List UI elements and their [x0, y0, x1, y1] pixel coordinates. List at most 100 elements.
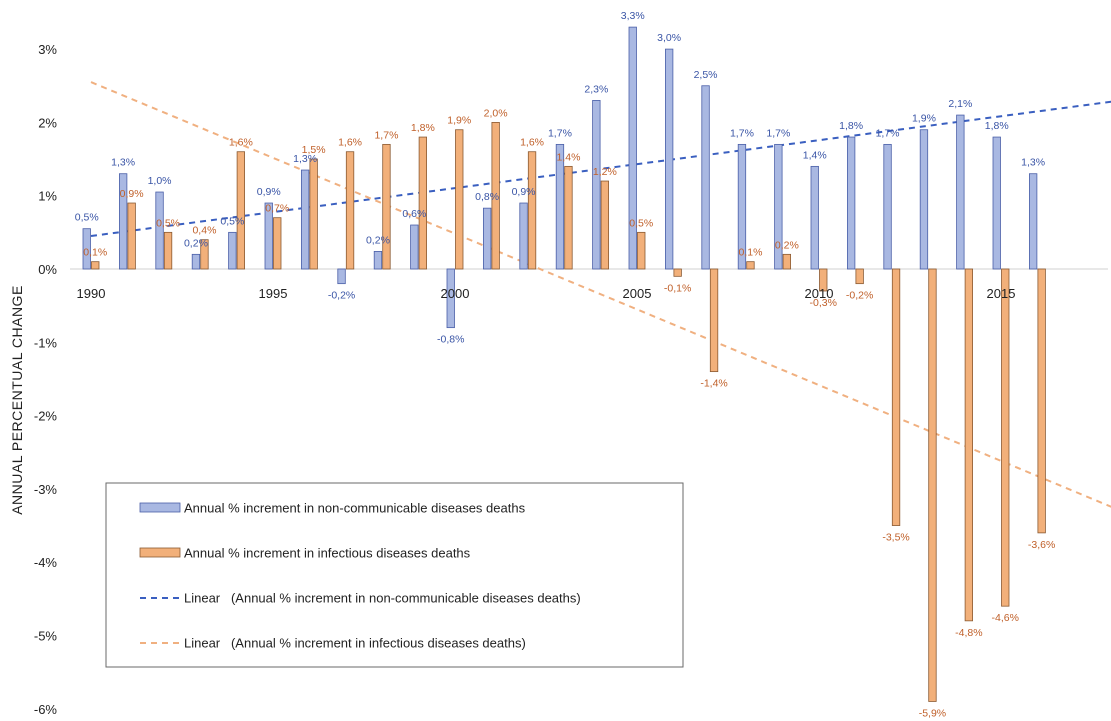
bar-noncommunicable [737, 143, 747, 270]
data-label-infectious: 1,2% [593, 166, 617, 178]
data-label-noncommunicable: 1,7% [548, 127, 572, 139]
bar-noncommunicable [264, 202, 273, 270]
legend-entry-label: Annual % increment in infectious disease… [184, 546, 471, 561]
bar-infectious [273, 217, 282, 270]
bar-infectious [564, 165, 573, 270]
bar-infectious [1037, 268, 1046, 534]
data-label-noncommunicable: 1,4% [803, 149, 827, 161]
trend-lines [90, 81, 1111, 508]
data-label-infectious: 0,2% [775, 239, 799, 251]
data-label-infectious: 0,5% [629, 217, 653, 229]
bar-noncommunicable [810, 165, 819, 270]
data-label-noncommunicable: 2,3% [584, 83, 608, 95]
legend-entry-label: Linear (Annual % increment in infectious… [184, 636, 526, 651]
bar-infectious [236, 151, 246, 270]
y-tick-label: 0% [38, 262, 57, 277]
bar-infectious [891, 268, 901, 526]
x-axis-ticks: 1990 1995 2000 2005 2010 2015 [77, 286, 1016, 301]
bar-noncommunicable [956, 114, 965, 270]
data-label-noncommunicable: 0,6% [402, 208, 426, 220]
bar-noncommunicable [519, 202, 528, 270]
data-label-infectious: 1,6% [520, 137, 544, 149]
data-label-noncommunicable: 1,3% [293, 153, 317, 165]
data-label-noncommunicable: 0,2% [366, 234, 390, 246]
bar-noncommunicable [701, 85, 710, 270]
data-label-noncommunicable: 3,3% [621, 10, 645, 22]
data-label-noncommunicable: 1,3% [111, 157, 135, 169]
bar-noncommunicable [373, 251, 383, 270]
bar-infectious [782, 253, 791, 270]
data-label-infectious: 0,7% [265, 203, 289, 215]
bar-infectious [200, 239, 209, 270]
data-labels: 0,5% 1,3% 1,0% 0,2% 0,5% 0,9% 1,3% -0,2% 0,2% 0,6… [75, 10, 1056, 719]
bar-noncommunicable [774, 143, 783, 270]
data-label-infectious: 1,7% [374, 129, 398, 141]
legend-entry-label: Linear (Annual % increment in non-commun… [184, 591, 581, 606]
data-label-noncommunicable: 2,1% [948, 98, 972, 110]
y-tick-label: 1% [38, 189, 57, 204]
bar-noncommunicable [191, 253, 201, 270]
data-label-noncommunicable: 0,9% [512, 186, 536, 198]
data-label-infectious: 0,9% [120, 188, 144, 200]
bar-infectious [746, 261, 755, 270]
data-label-infectious: -3,5% [882, 532, 909, 544]
bar-infectious [345, 151, 355, 270]
bar-noncommunicable [992, 136, 1001, 270]
data-label-infectious: -0,1% [664, 282, 691, 294]
data-label-infectious: 1,4% [556, 151, 580, 163]
data-label-infectious: 0,5% [156, 217, 180, 229]
bar-noncommunicable [883, 143, 892, 270]
bar-noncommunicable [665, 48, 674, 270]
y-tick-label: 2% [38, 115, 57, 130]
bar-infectious [455, 129, 464, 270]
data-label-infectious: 0,1% [738, 247, 762, 259]
bar-infectious [309, 158, 318, 270]
bar-infectious [928, 268, 937, 702]
bars [82, 26, 1046, 702]
data-label-noncommunicable: 1,9% [912, 113, 936, 125]
data-label-noncommunicable: 1,8% [985, 120, 1009, 132]
data-label-noncommunicable: 1,8% [839, 120, 863, 132]
bar-infectious [163, 231, 173, 270]
x-tick-label: 1990 [77, 286, 106, 301]
legend-entry-label: Annual % increment in non-communicable d… [184, 501, 526, 516]
bar-noncommunicable [1029, 173, 1038, 270]
x-tick-label: 2010 [805, 286, 834, 301]
data-label-noncommunicable: 0,5% [220, 215, 244, 227]
data-label-infectious: -0,2% [846, 290, 873, 302]
data-label-noncommunicable: 3,0% [657, 32, 681, 44]
legend-swatch-bar [139, 502, 181, 513]
y-tick-label: -2% [34, 409, 58, 424]
bar-infectious [127, 202, 136, 270]
y-tick-label: 3% [38, 42, 57, 57]
data-label-noncommunicable: 0,5% [75, 212, 99, 224]
bar-noncommunicable [847, 136, 856, 270]
y-tick-label: -5% [34, 629, 58, 644]
data-label-noncommunicable: 0,2% [184, 237, 208, 249]
bar-infectious [637, 231, 646, 270]
data-label-noncommunicable: 1,7% [876, 127, 900, 139]
bar-infectious [491, 122, 500, 270]
data-label-noncommunicable: 0,9% [257, 186, 281, 198]
data-label-infectious: 2,0% [484, 107, 508, 119]
data-label-noncommunicable: -0,8% [437, 334, 464, 346]
data-label-infectious: 1,6% [338, 137, 362, 149]
data-label-infectious: -3,6% [1028, 539, 1055, 551]
bar-infectious [527, 151, 537, 270]
bar-infectious [600, 180, 609, 270]
bar-noncommunicable [300, 169, 310, 270]
bar-noncommunicable [628, 26, 637, 270]
bar-noncommunicable [592, 100, 601, 270]
bar-infectious [819, 268, 828, 292]
data-label-infectious: -5,9% [919, 707, 946, 719]
trend-line-noncommunicable [90, 100, 1111, 238]
y-axis-title: ANNUAL PERCENTUAL CHANGE [9, 285, 25, 515]
bar-infectious [1001, 268, 1010, 607]
bar-noncommunicable [119, 173, 128, 270]
legend-swatch-bar [139, 547, 181, 558]
bar-noncommunicable [410, 224, 419, 270]
bar-noncommunicable [919, 129, 929, 270]
bar-noncommunicable [482, 207, 492, 270]
data-label-infectious: 1,6% [229, 137, 253, 149]
